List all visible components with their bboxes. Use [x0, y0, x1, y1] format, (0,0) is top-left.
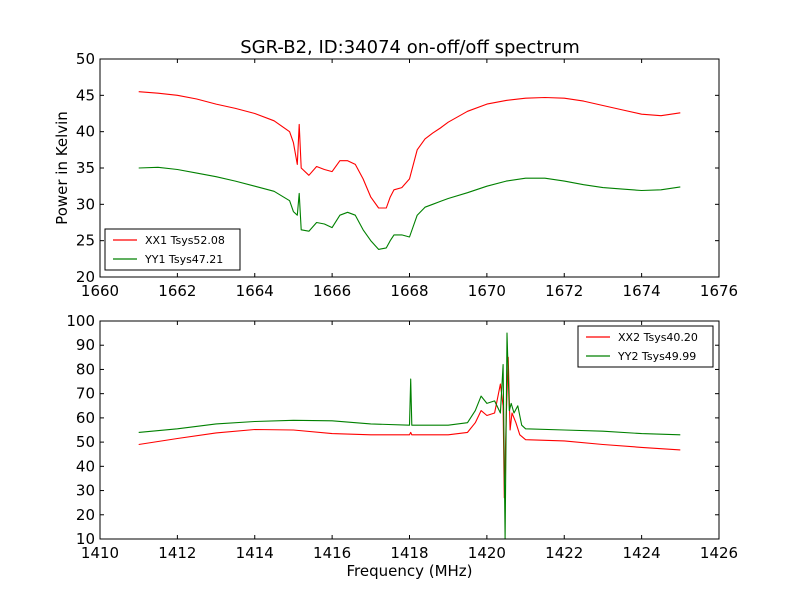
series-line-1: [138, 91, 681, 209]
x-tick-label: 1660: [81, 282, 119, 300]
x-tick-label: 1662: [158, 282, 196, 300]
legend-label: YY2 Tsys49.99: [617, 350, 696, 363]
top-plot: 1660 1662 1664 1666 1668 1670 1672 1674 1676 20 25…: [53, 50, 738, 300]
series-line-2: [138, 332, 681, 540]
y-tick-label: 20: [76, 506, 95, 524]
y-tick-label: 70: [76, 385, 95, 403]
y-tick-label: 50: [76, 433, 95, 451]
series-line-2: [138, 166, 681, 250]
x-tick-label: 1672: [545, 282, 583, 300]
x-tick-label: 1668: [390, 282, 428, 300]
series-line-1: [138, 356, 681, 499]
x-tick-label: 1410: [81, 544, 119, 562]
x-tick-label: 1416: [313, 544, 351, 562]
y-tick-label: 40: [76, 457, 95, 475]
y-tick-label: 60: [76, 409, 95, 427]
x-tick-label: 1676: [700, 282, 738, 300]
y-tick-label: 80: [76, 360, 95, 378]
x-tick-label: 1422: [545, 544, 583, 562]
y-tick-label: 35: [76, 159, 95, 177]
x-tick-label: 1670: [468, 282, 506, 300]
x-tick-label: 1420: [468, 544, 506, 562]
y-axis-label: Power in Kelvin: [53, 111, 71, 225]
chart-title: SGR-B2, ID:34074 on-off/off spectrum: [240, 37, 580, 58]
y-tick-label: 10: [76, 530, 95, 548]
x-tick-label: 1418: [390, 544, 428, 562]
x-tick-label: 1424: [623, 544, 661, 562]
legend-box: [104, 228, 241, 271]
y-tick-label: 90: [76, 336, 95, 354]
legend-label: XX1 Tsys52.08: [145, 234, 225, 247]
x-tick-label: 1664: [236, 282, 274, 300]
bottom-plot: 1410 1412 1414 1416 1418 1420 1422 1424 1426 10 20…: [66, 312, 738, 580]
legend-label: YY1 Tsys47.21: [144, 253, 223, 266]
y-tick-label: 30: [76, 195, 95, 213]
y-tick-label: 20: [76, 268, 95, 286]
x-tick-label: 1412: [158, 544, 196, 562]
legend: XX1 Tsys52.08 YY1 Tsys47.21: [104, 228, 241, 271]
legend-label: XX2 Tsys40.20: [618, 331, 698, 344]
x-axis-label: Frequency (MHz): [346, 562, 472, 580]
x-tick-label: 1666: [313, 282, 351, 300]
legend: XX2 Tsys40.20 YY2 Tsys49.99: [577, 325, 714, 368]
legend-box: [577, 325, 714, 368]
x-tick-label: 1414: [236, 544, 274, 562]
y-tick-label: 25: [76, 232, 95, 250]
x-tick-label: 1674: [623, 282, 661, 300]
y-tick-label: 100: [66, 312, 95, 330]
y-tick-label: 30: [76, 482, 95, 500]
y-tick-label: 45: [76, 86, 95, 104]
x-tick-label: 1426: [700, 544, 738, 562]
y-tick-label: 40: [76, 123, 95, 141]
y-tick-label: 50: [76, 50, 95, 68]
